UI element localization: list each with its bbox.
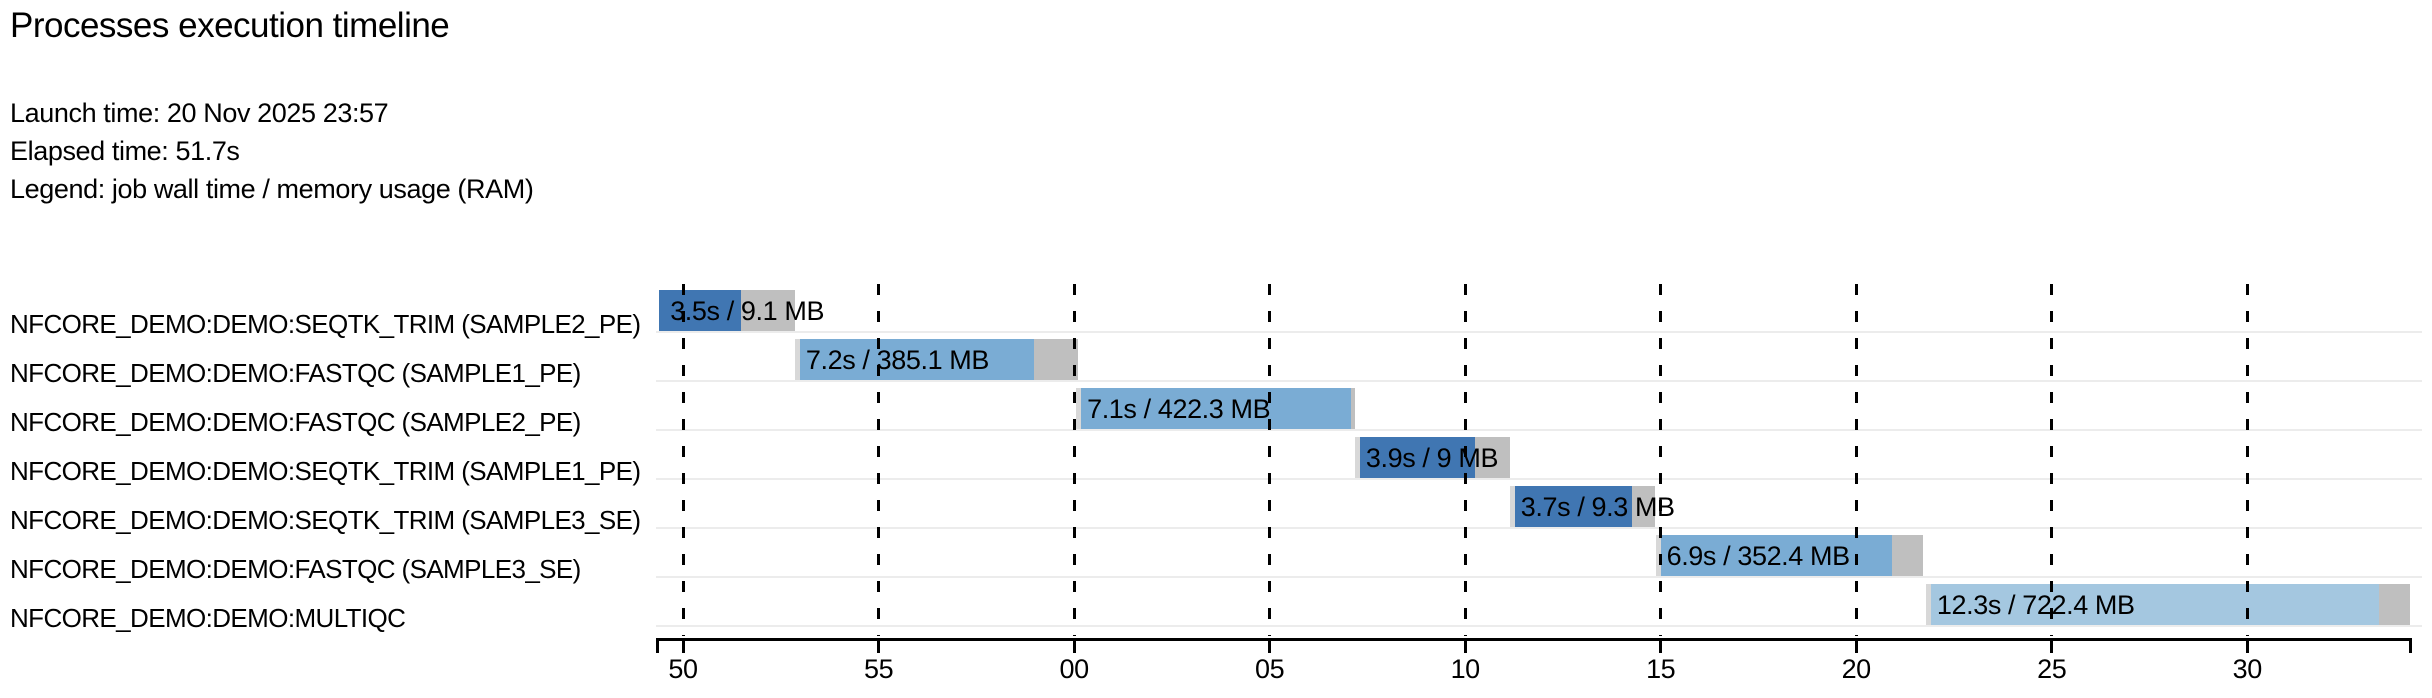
gridline-dashed [681, 284, 685, 636]
bar-submit-sliver [1925, 584, 1931, 625]
axis-tick [2245, 641, 2249, 653]
bar-submit-sliver [1509, 486, 1515, 527]
axis-tick [877, 641, 881, 653]
process-label: NFCORE_DEMO:DEMO:MULTIQC [10, 603, 406, 633]
process-bar[interactable]: 6.9s / 352.4 MB [1655, 535, 1923, 576]
bar-walltime-segment [794, 339, 1034, 380]
process-label: NFCORE_DEMO:DEMO:FASTQC (SAMPLE2_PE) [10, 407, 581, 437]
row-separator [656, 478, 2422, 480]
gridline-dashed [1072, 284, 1076, 636]
bar-label: 6.9s / 352.4 MB [1666, 541, 1851, 571]
bar-walltime-segment [659, 290, 741, 331]
axis-tick-label: 25 [2037, 654, 2067, 684]
bar-walltime-segment [1076, 388, 1351, 429]
bar-submit-sliver [1655, 535, 1661, 576]
process-bar[interactable]: 3.5s / 9.1 MB [659, 290, 824, 331]
axis-tick [2050, 641, 2054, 653]
gridline-dashed [1659, 284, 1663, 636]
page-title: Processes execution timeline [10, 6, 450, 45]
axis-tick [1659, 641, 1663, 653]
row-separator [656, 331, 2422, 333]
axis-endcap-right [2409, 638, 2412, 653]
process-label: NFCORE_DEMO:DEMO:SEQTK_TRIM (SAMPLE1_PE) [10, 456, 641, 486]
axis-tick-label: 00 [1059, 654, 1089, 684]
axis-tick-label: 55 [863, 654, 894, 684]
row-separator [656, 429, 2422, 431]
bar-submit-sliver [1354, 437, 1360, 478]
process-bar[interactable]: 7.2s / 385.1 MB [794, 339, 1078, 380]
process-label: NFCORE_DEMO:DEMO:SEQTK_TRIM (SAMPLE3_SE) [10, 505, 641, 535]
axis-tick [1463, 641, 1467, 653]
process-bar[interactable]: 3.7s / 9.3 MB [1509, 486, 1675, 527]
process-bar[interactable]: 3.9s / 9 MB [1354, 437, 1510, 478]
axis-tick [681, 641, 685, 653]
report-meta: Launch time: 20 Nov 2025 23:57 Elapsed t… [10, 94, 534, 208]
axis-tick-label: 05 [1254, 654, 1285, 684]
axis-tick-label: 10 [1450, 654, 1481, 684]
axis-tick-label: 30 [2232, 654, 2263, 684]
axis-endcap-left [656, 638, 659, 653]
row-separator [656, 576, 2422, 578]
gridline-dashed [1268, 284, 1272, 636]
axis-tick-label: 50 [668, 654, 698, 684]
process-label: NFCORE_DEMO:DEMO:FASTQC (SAMPLE3_SE) [10, 554, 581, 584]
bar-label: 3.9s / 9 MB [1365, 443, 1499, 473]
axis-tick-label: 20 [1841, 654, 1872, 684]
row-separator [656, 527, 2422, 529]
bar-submit-sliver [1076, 388, 1082, 429]
gridline-dashed [1463, 284, 1467, 636]
row-separator [656, 380, 2422, 382]
bar-walltime-segment [1925, 584, 2379, 625]
bar-submit-sliver [794, 339, 800, 380]
gridline-dashed [2245, 284, 2249, 636]
bar-walltime-segment [1354, 437, 1475, 478]
process-label: NFCORE_DEMO:DEMO:FASTQC (SAMPLE1_PE) [10, 358, 581, 388]
launch-time-text: Launch time: 20 Nov 2025 23:57 [10, 98, 389, 128]
axis-tick [1268, 641, 1272, 653]
gridline-dashed [2050, 284, 2054, 636]
gridline-dashed [877, 284, 881, 636]
process-bar[interactable]: 12.3s / 722.4 MB [1925, 584, 2410, 625]
axis-tick [1854, 641, 1858, 653]
bar-walltime-segment [1509, 486, 1632, 527]
bar-label: 12.3s / 722.4 MB [1936, 590, 2135, 620]
bar-label: 3.5s / 9.1 MB [670, 296, 825, 326]
bar-label: 3.7s / 9.3 MB [1520, 492, 1675, 522]
axis-tick-label: 15 [1646, 654, 1676, 684]
gridline-dashed [1854, 284, 1858, 636]
row-separator [656, 625, 2422, 627]
axis-tick [1072, 641, 1076, 653]
elapsed-time-text: Elapsed time: 51.7s [10, 136, 240, 166]
bar-label: 7.1s / 422.3 MB [1087, 394, 1271, 424]
bar-label: 7.2s / 385.1 MB [805, 345, 990, 375]
x-axis-line [656, 638, 2412, 641]
process-bar[interactable]: 7.1s / 422.3 MB [1076, 388, 1355, 429]
process-label: NFCORE_DEMO:DEMO:SEQTK_TRIM (SAMPLE2_PE) [10, 309, 641, 339]
bar-walltime-segment [1655, 535, 1892, 576]
legend-text: Legend: job wall time / memory usage (RA… [10, 174, 534, 204]
